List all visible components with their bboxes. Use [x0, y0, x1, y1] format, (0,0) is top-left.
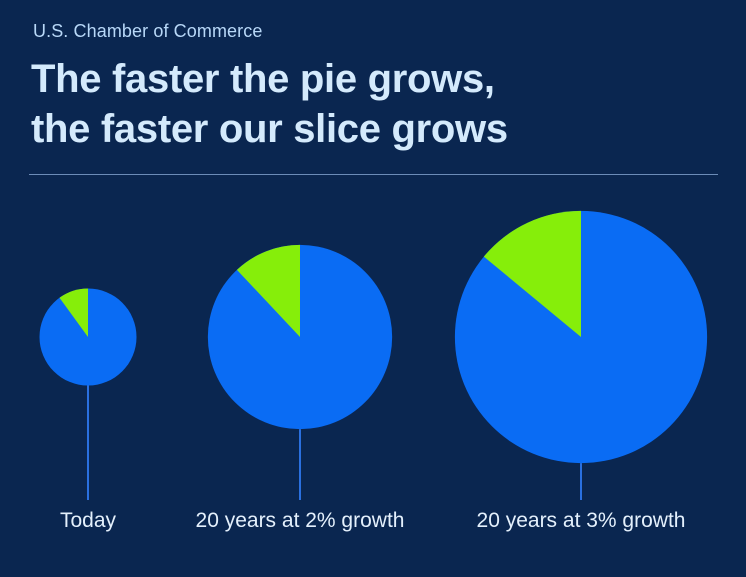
category-label-today: Today — [60, 509, 117, 532]
pie-slice-20-years-at-3-growth — [483, 210, 581, 337]
chart-title: The faster the pie grows, the faster our… — [31, 54, 508, 154]
title-line-2: the faster our slice grows — [31, 107, 508, 151]
title-line-1: The faster the pie grows, — [31, 57, 495, 101]
category-label-20-years-at-2-growth: 20 years at 2% growth — [196, 509, 405, 532]
pie-slice-20-years-at-2-growth — [236, 244, 300, 337]
category-label-20-years-at-3-growth: 20 years at 3% growth — [477, 509, 686, 532]
pie-slice-today — [59, 288, 88, 337]
source-label: U.S. Chamber of Commerce — [33, 21, 263, 41]
title-divider — [29, 174, 718, 175]
